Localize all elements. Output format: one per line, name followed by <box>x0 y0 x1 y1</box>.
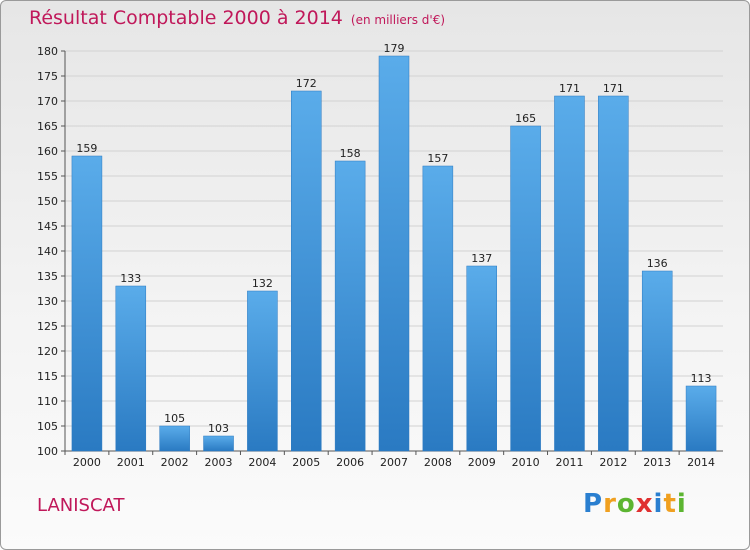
chart-subtitle: (en milliers d'€) <box>350 13 446 27</box>
x-tick-label-2012: 2012 <box>599 456 627 469</box>
bar-2008 <box>422 165 454 452</box>
x-tick-label-2006: 2006 <box>336 456 364 469</box>
chart-title: Résultat Comptable 2000 à 2014 (en millie… <box>29 7 445 29</box>
x-tick-label-2011: 2011 <box>555 456 583 469</box>
value-label-2008: 157 <box>427 152 448 165</box>
x-tick-label-2005: 2005 <box>292 456 320 469</box>
y-tick-label: 110 <box>37 395 58 408</box>
value-label-2012: 171 <box>603 82 624 95</box>
value-label-2005: 172 <box>296 77 317 90</box>
place-name: LANISCAT <box>37 495 125 516</box>
bar-2010 <box>510 125 541 452</box>
x-tick-label-2014: 2014 <box>687 456 715 469</box>
value-label-2014: 113 <box>691 372 712 385</box>
bar-2007 <box>378 55 410 452</box>
value-label-2009: 137 <box>471 252 492 265</box>
value-label-2002: 105 <box>164 412 185 425</box>
x-tick-label-2003: 2003 <box>205 456 233 469</box>
x-tick-label-2002: 2002 <box>161 456 189 469</box>
bar-2003 <box>203 435 234 452</box>
value-label-2007: 179 <box>384 42 405 55</box>
axes: 100 105 110 115 120 125 130 135 140 145 150 155 160 1… <box>37 45 723 469</box>
y-tick-label: 130 <box>37 295 58 308</box>
y-tick-label: 175 <box>37 70 58 83</box>
y-tick-label: 170 <box>37 95 58 108</box>
bar-2011 <box>554 95 585 452</box>
y-tick-label: 160 <box>37 145 58 158</box>
y-tick-label: 115 <box>37 370 58 383</box>
value-label-2011: 171 <box>559 82 580 95</box>
bar-2001 <box>115 285 147 452</box>
bar-2004 <box>247 290 278 452</box>
bar-2002 <box>159 425 190 452</box>
y-tick-label: 155 <box>37 170 58 183</box>
y-tick-label: 120 <box>37 345 58 358</box>
bar-2013 <box>641 270 673 452</box>
value-label-2003: 103 <box>208 422 229 435</box>
value-label-2010: 165 <box>515 112 536 125</box>
bar-2009 <box>466 265 497 452</box>
x-tick-label-2009: 2009 <box>468 456 496 469</box>
value-label-2000: 159 <box>76 142 97 155</box>
value-label-2013: 136 <box>647 257 668 270</box>
bar-2012 <box>598 95 629 452</box>
y-tick-label: 135 <box>37 270 58 283</box>
value-label-2006: 158 <box>340 147 361 160</box>
value-labels: 159 133 105 103 132 172 158 179 157 137 165 171 171 1… <box>76 42 711 435</box>
x-tick-label-2008: 2008 <box>424 456 452 469</box>
y-tick-label: 180 <box>37 45 58 58</box>
x-tick-label-2013: 2013 <box>643 456 671 469</box>
value-label-2001: 133 <box>120 272 141 285</box>
bar-2000 <box>71 155 103 452</box>
chart-title-main: Résultat Comptable 2000 à 2014 <box>29 7 343 29</box>
y-tick-label: 125 <box>37 320 58 333</box>
x-tick-label-2007: 2007 <box>380 456 408 469</box>
y-tick-label: 105 <box>37 420 58 433</box>
y-tick-label: 165 <box>37 120 58 133</box>
bar-2014 <box>685 385 717 452</box>
bar-2005 <box>291 90 322 452</box>
bar-2006 <box>334 160 366 452</box>
y-tick-label: 100 <box>37 445 58 458</box>
y-tick-label: 145 <box>37 220 58 233</box>
x-tick-label-2010: 2010 <box>512 456 540 469</box>
proxiti-logo: Proxiti <box>583 489 687 519</box>
y-tick-label: 150 <box>37 195 58 208</box>
value-label-2004: 132 <box>252 277 273 290</box>
y-tick-label: 140 <box>37 245 58 258</box>
x-tick-label-2000: 2000 <box>73 456 101 469</box>
x-tick-label-2001: 2001 <box>117 456 145 469</box>
bars <box>71 55 717 452</box>
x-tick-label-2004: 2004 <box>248 456 276 469</box>
